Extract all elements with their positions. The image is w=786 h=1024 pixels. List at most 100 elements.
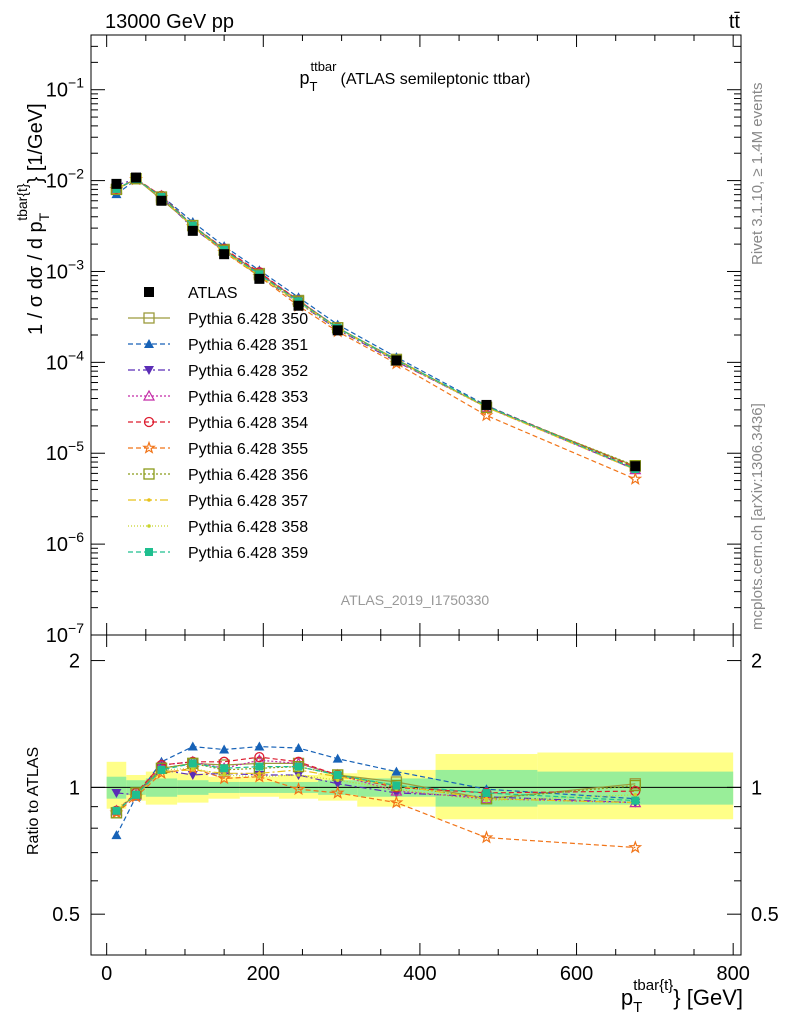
ratio-point: [157, 765, 166, 774]
analysis-watermark: ATLAS_2019_I1750330: [341, 592, 490, 608]
ratio-point: [222, 773, 226, 777]
x-tick-label: 600: [560, 963, 593, 985]
ratio-point: [187, 741, 198, 751]
ratio-point: [389, 795, 404, 809]
ratio-y-tick-label-right: 0.5: [751, 904, 779, 926]
ratio-point: [391, 766, 402, 776]
ratio-panel: 0.5 0.5 1 1 2 2 0 200 400 600 800 Ratio to ATLAS p…: [25, 634, 779, 1016]
legend-item-353: Pythia 6.428 353: [128, 389, 308, 406]
y-tick-label: 10−1: [46, 75, 84, 102]
data-point: [111, 178, 122, 189]
legend-label: Pythia 6.428 354: [188, 415, 308, 432]
legend: ATLAS Pythia 6.428 350 Pythia 6.428 351 Pyt…: [128, 285, 308, 562]
legend-item-357: Pythia 6.428 357: [128, 493, 308, 510]
legend-marker: [145, 548, 153, 556]
ratio-point: [293, 743, 304, 753]
legend-label: Pythia 6.428 356: [188, 467, 308, 484]
main-panel: 10−7 10−6 10−5 10−4 10−3 10−2 10−1 ATLAS Pythia…: [14, 34, 742, 647]
legend-marker: [144, 339, 154, 348]
legend-label: ATLAS: [188, 285, 238, 302]
data-point: [481, 399, 492, 410]
x-tick-label: 400: [403, 963, 436, 985]
ratio-point: [332, 753, 343, 763]
data-point: [131, 172, 142, 183]
ratio-line: [116, 756, 636, 812]
main-y-tick-labels: 10−7 10−6 10−5 10−4 10−3 10−2 10−1: [46, 75, 84, 647]
ratio-point: [254, 741, 265, 751]
ratio-y-tick-label: 1: [69, 777, 80, 799]
series-point: [628, 471, 643, 485]
x-tick-label: 200: [247, 963, 280, 985]
legend-item-352: Pythia 6.428 352: [128, 363, 308, 380]
y-tick-label: 10−2: [46, 166, 84, 193]
ratio-axis-ticks: [91, 635, 741, 955]
series-point: [112, 184, 121, 193]
ratio-point: [132, 790, 141, 799]
ratio-y-tick-label-right: 1: [751, 777, 762, 799]
legend-label: Pythia 6.428 353: [188, 389, 308, 406]
ratio-series-359: [112, 759, 640, 815]
ratio-point: [330, 785, 345, 799]
header-process-label: tt̄: [729, 11, 741, 33]
ratio-point: [217, 771, 232, 785]
plot-title: pTttbar(ATLAS semileptonic ttbar): [300, 59, 531, 94]
y-tick-label: 10−3: [46, 256, 84, 283]
ratio-point: [291, 781, 306, 796]
legend-label: Pythia 6.428 357: [188, 493, 308, 510]
y-tick-label: 10−5: [46, 438, 84, 465]
ratio-point: [220, 764, 229, 773]
legend-item-355: Pythia 6.428 355: [128, 440, 308, 458]
legend-marker: [143, 468, 155, 480]
legend-item-354: Pythia 6.428 354: [128, 415, 308, 432]
ratio-line: [116, 767, 636, 849]
main-plot-area: [109, 172, 643, 485]
data-point: [219, 249, 230, 260]
ratio-y-tick-label: 0.5: [52, 904, 80, 926]
ratio-point: [112, 806, 121, 815]
ratio-point: [628, 840, 643, 854]
ratio-line: [116, 762, 636, 812]
legend-marker: [142, 389, 156, 401]
legend-label: Pythia 6.428 350: [188, 311, 308, 328]
legend-marker: [143, 416, 155, 428]
legend-item-358: Pythia 6.428 358: [128, 519, 308, 536]
ratio-point: [633, 793, 638, 797]
ratio-plot-area: [91, 741, 741, 854]
side-label-mcplots: mcplots.cern.ch [arXiv:1306.3436]: [749, 403, 766, 630]
legend-item-359: Pythia 6.428 359: [128, 545, 308, 562]
ratio-y-tick-label-right: 2: [751, 651, 762, 673]
data-point: [332, 325, 343, 336]
legend-label: Pythia 6.428 351: [188, 337, 308, 354]
ratio-point: [111, 788, 122, 798]
x-axis-label: pTtbar{t}} [GeV]: [621, 977, 743, 1016]
data-point: [293, 300, 304, 311]
side-label-rivet: Rivet 3.1.10, ≥ 1.4M events: [749, 83, 766, 266]
legend-label: Pythia 6.428 352: [188, 363, 308, 380]
ratio-point: [252, 769, 267, 783]
main-y-axis-label: 1 / σ dσ / d pTtbar{t}} [1/GeV]: [14, 103, 52, 335]
data-point: [254, 273, 265, 284]
ratio-line: [116, 759, 636, 812]
ratio-line: [116, 769, 636, 812]
legend-marker: [147, 524, 151, 528]
y-tick-label: 10−7: [46, 620, 84, 647]
legend-item-356: Pythia 6.428 356: [128, 467, 308, 484]
y-tick-label: 10−4: [46, 347, 84, 374]
ratio-tick-labels: 0.5 0.5 1 1 2 2 0 200 400 600 800: [52, 651, 779, 985]
legend-marker: [144, 287, 154, 297]
ratio-point: [187, 770, 198, 780]
legend-item-data: ATLAS: [144, 285, 238, 302]
ratio-y-axis-label: Ratio to ATLAS: [25, 747, 42, 855]
ratio-point: [484, 798, 489, 803]
data-point: [391, 355, 402, 366]
legend-label: Pythia 6.428 358: [188, 519, 308, 536]
ratio-point: [296, 773, 301, 777]
main-axis-ticks: [91, 34, 741, 636]
x-tick-label: 0: [101, 963, 112, 985]
ratio-point: [111, 830, 122, 840]
ratio-point: [257, 774, 262, 779]
ratio-point: [333, 770, 342, 779]
ratio-point: [188, 759, 197, 768]
ratio-point: [257, 771, 262, 776]
